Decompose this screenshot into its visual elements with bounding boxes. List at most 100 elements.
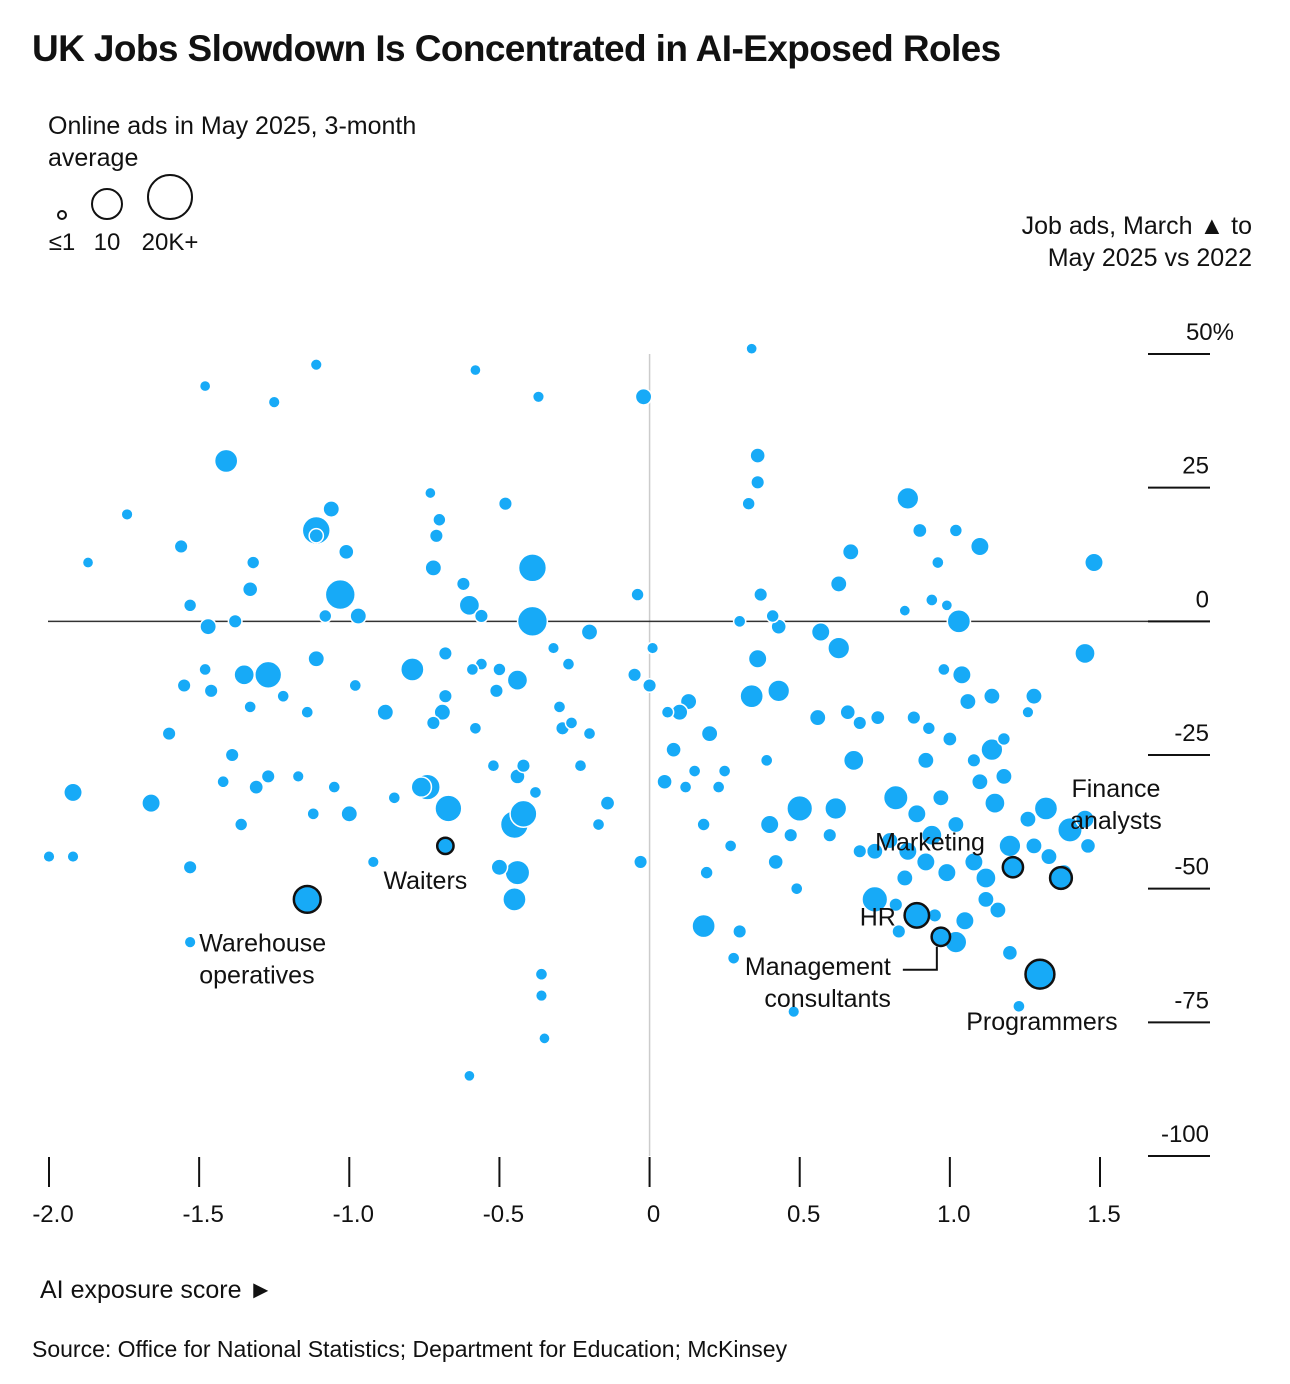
data-point (741, 496, 756, 511)
highlight-label: Programmers (966, 1008, 1117, 1036)
data-point (842, 749, 865, 772)
data-point (739, 683, 765, 709)
data-point (213, 448, 239, 474)
data-point (852, 715, 868, 731)
data-point (340, 804, 359, 823)
data-point (921, 721, 937, 736)
data-point (732, 923, 748, 939)
data-point (465, 662, 480, 677)
data-point (759, 814, 780, 835)
data-point (906, 710, 922, 726)
data-point (839, 703, 857, 721)
data-point (216, 774, 230, 789)
data-point (534, 989, 549, 1003)
data-point (749, 447, 766, 464)
data-point (469, 363, 482, 377)
data-point (455, 576, 471, 592)
data-point (387, 790, 402, 805)
data-point (276, 689, 291, 703)
data-point (1025, 687, 1043, 706)
data-point (198, 379, 212, 393)
data-point (120, 507, 134, 521)
data-point (931, 555, 945, 570)
y-tick-label: 0 (1196, 586, 1209, 613)
data-point (348, 678, 363, 693)
data-point (975, 867, 997, 889)
data-point (509, 799, 538, 828)
data-point (925, 593, 939, 607)
data-point (678, 780, 693, 794)
data-point (998, 834, 1022, 858)
data-point (896, 486, 920, 510)
data-point (182, 859, 198, 875)
data-point (582, 726, 597, 741)
x-tick-label: -1.5 (182, 1201, 223, 1228)
data-point (969, 536, 990, 557)
size-legend-label: ≤1 (49, 229, 76, 256)
data-point (81, 556, 95, 569)
data-point (400, 657, 425, 682)
size-legend-circle (57, 210, 67, 220)
highlight-label: Marketing (875, 828, 985, 856)
data-point (789, 881, 804, 896)
data-point (852, 843, 868, 859)
data-point (502, 887, 527, 912)
data-point (827, 636, 851, 660)
data-point (941, 731, 958, 747)
data-point (254, 660, 283, 689)
data-point (627, 667, 643, 683)
data-point (318, 608, 333, 624)
data-point (1025, 836, 1043, 855)
data-point (534, 967, 549, 982)
data-point (665, 741, 682, 758)
x-axis-title: AI exposure score ► (40, 1276, 274, 1304)
y-axis-title: Job ads, March ▲ to May 2025 vs 2022 (1021, 212, 1252, 272)
highlight-point (292, 884, 322, 915)
data-point (309, 358, 323, 372)
x-tick-label: 1.5 (1087, 1201, 1120, 1228)
data-point (424, 558, 443, 577)
data-point (1075, 809, 1095, 830)
data-point (810, 622, 831, 642)
data-point (642, 677, 658, 694)
y-tick-label: -50 (1174, 854, 1209, 881)
data-point (173, 538, 189, 555)
data-point (561, 657, 576, 671)
data-point (322, 500, 341, 518)
data-point (732, 614, 747, 629)
data-point (895, 869, 914, 887)
data-point (699, 865, 714, 880)
data-point (750, 474, 766, 490)
x-tick-label: 0 (647, 1201, 660, 1228)
data-point (1084, 552, 1104, 573)
data-point (324, 578, 356, 611)
data-point (349, 607, 368, 625)
data-point (630, 587, 645, 602)
data-point (696, 817, 711, 832)
data-point (869, 709, 886, 726)
y-tick-label: -75 (1174, 987, 1209, 1014)
data-point (940, 598, 954, 612)
data-point (700, 724, 719, 743)
data-point (711, 780, 726, 794)
axis-layer: 50% 25 0 -25 -50 -75 -100 -2.0 -1.5 -1.0 -0.5 0 0.5 1… (32, 319, 1234, 1228)
highlight-point (903, 901, 931, 929)
data-point (306, 807, 321, 821)
size-legend-label: 20K+ (142, 229, 199, 256)
highlight-point (1024, 958, 1056, 990)
data-point (745, 342, 759, 355)
data-point (936, 862, 957, 883)
size-legend-circle (147, 174, 193, 220)
data-point (980, 738, 1004, 762)
data-point (42, 850, 56, 864)
highlight-label: Waiters (383, 867, 467, 895)
data-point (573, 758, 588, 773)
highlight-label: Warehouse operatives (199, 929, 326, 989)
size-legend-label: 10 (94, 229, 121, 256)
data-point (963, 851, 984, 872)
data-point (765, 608, 780, 624)
data-point (937, 662, 951, 677)
data-point (516, 605, 549, 638)
data-point (954, 910, 975, 931)
